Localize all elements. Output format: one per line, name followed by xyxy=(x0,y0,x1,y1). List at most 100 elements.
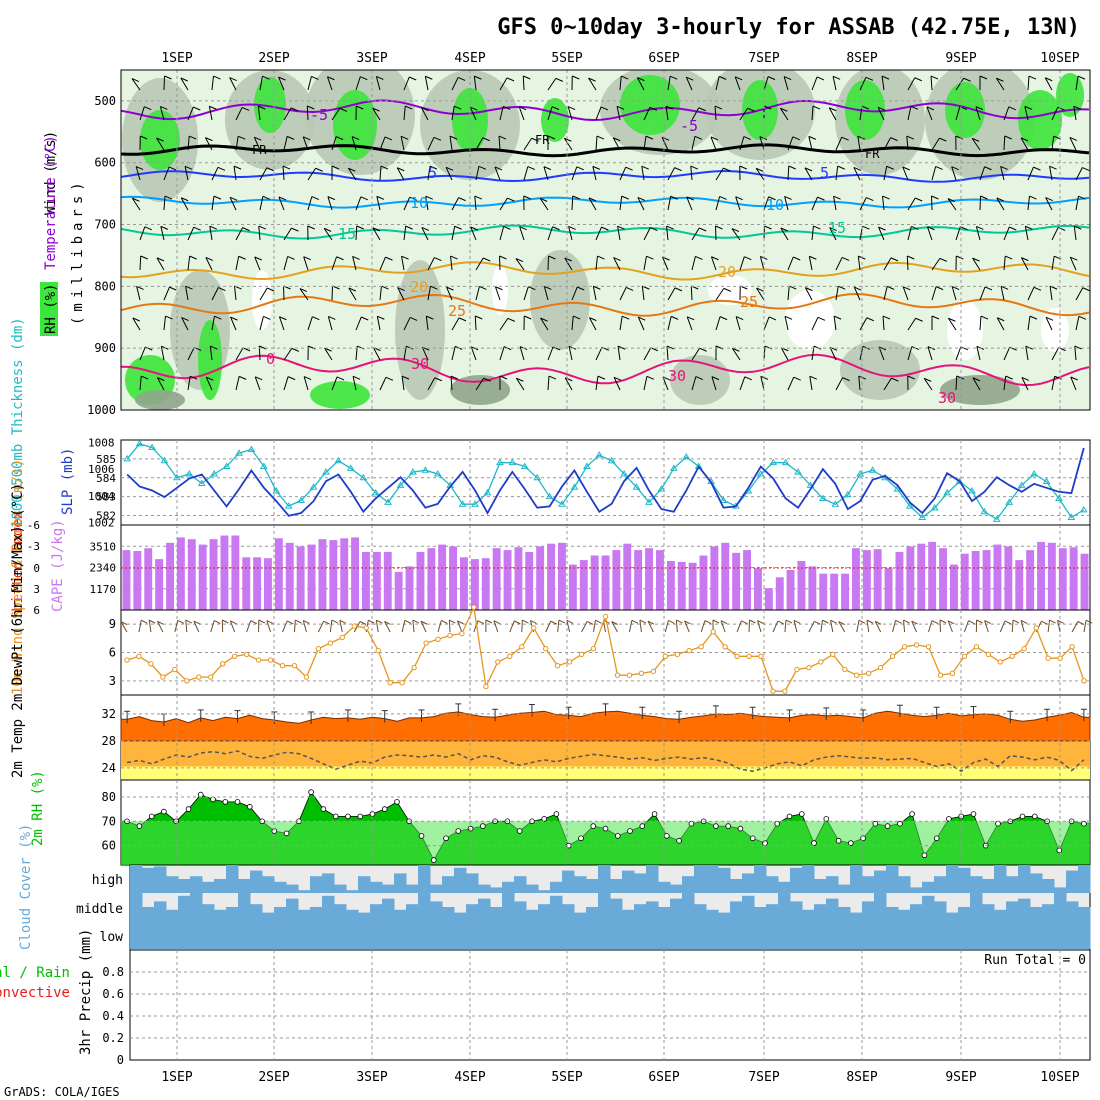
wind-barb-flag xyxy=(997,317,1005,322)
wind-barb xyxy=(811,76,818,91)
wind-barb-flag xyxy=(670,195,678,200)
cloud-cell xyxy=(922,921,935,949)
wind-barb-flag xyxy=(902,166,910,171)
wind-barb-flag xyxy=(903,286,911,291)
wind-barb xyxy=(470,346,477,361)
wind-barb xyxy=(138,620,142,633)
thickness-point xyxy=(980,507,989,515)
wind-barb-flag xyxy=(666,225,674,230)
wind-barb-flag xyxy=(1000,285,1009,290)
y-tick-label: 6 xyxy=(33,604,40,617)
wind-barb xyxy=(581,621,588,633)
wind-speed-point xyxy=(459,630,465,637)
cloud-cell xyxy=(322,921,335,949)
cloud-cell xyxy=(790,901,803,921)
cloud-cell xyxy=(238,921,251,949)
wind-barb xyxy=(156,621,164,633)
wind-barb-flag xyxy=(312,316,320,321)
wind-barb xyxy=(588,317,597,331)
wind10m-barbs xyxy=(120,619,1093,633)
wind-barb-flag xyxy=(841,136,849,141)
wind-barb xyxy=(451,77,459,91)
rh2m-point xyxy=(688,820,695,827)
wind-barb xyxy=(372,107,381,121)
wind-barb-flag xyxy=(1041,620,1048,625)
wind-barb-flag xyxy=(996,77,1004,82)
wind-speed-point xyxy=(1057,655,1063,661)
wind-barb-flag xyxy=(980,195,988,200)
wind-barb-flag xyxy=(857,135,866,140)
y-tick-label: 900 xyxy=(94,341,116,355)
wind-barb xyxy=(685,77,693,91)
wind-barb xyxy=(927,346,933,361)
wind-barb-flag xyxy=(217,166,226,171)
wind-barb xyxy=(835,377,844,391)
wind-barb-flag xyxy=(144,106,152,111)
wind-barb xyxy=(592,286,597,301)
thickness-point xyxy=(297,496,306,503)
wind-barb-flag xyxy=(861,105,870,110)
cloud-cell xyxy=(310,921,323,949)
wind-speed-point xyxy=(1009,653,1015,659)
wind-barb-flag xyxy=(237,135,246,140)
cloud-cell xyxy=(694,865,707,893)
cloud-cell xyxy=(634,873,647,893)
wind-barb-flag xyxy=(515,258,524,262)
wind-barb xyxy=(539,198,549,211)
thickness-point xyxy=(756,470,765,477)
wind-barb-flag xyxy=(588,77,596,82)
wind-barb-flag xyxy=(385,376,394,381)
wind-speed-point xyxy=(255,657,262,663)
wind-barb xyxy=(667,316,672,331)
cloud-cell xyxy=(430,921,443,949)
wind-barb xyxy=(209,226,213,241)
thickness-point xyxy=(868,466,877,473)
wind-barb-flag xyxy=(613,376,622,381)
wind-barb-flag xyxy=(842,377,850,382)
wind-barb-flag xyxy=(361,316,369,321)
wind-barb-flag xyxy=(814,620,821,625)
wind-barb-flag xyxy=(210,345,218,350)
wind-barb xyxy=(211,287,219,301)
rh2m-point xyxy=(884,823,891,829)
wind-barb xyxy=(858,376,861,391)
wind-speed-point xyxy=(351,623,357,629)
wind-barb xyxy=(427,137,435,151)
wind-barb-flag xyxy=(352,375,361,380)
wind-speed-point xyxy=(363,625,369,631)
wind-barb xyxy=(592,166,597,181)
wind-barb-flag xyxy=(331,165,340,170)
cloud-cell xyxy=(442,921,455,949)
thickness-point xyxy=(769,458,778,466)
cloud-cell xyxy=(778,893,791,921)
wind-barb xyxy=(715,76,720,91)
wind-barb xyxy=(327,196,333,211)
wind-barb-flag xyxy=(935,166,943,170)
wind-barb-flag xyxy=(1025,345,1034,350)
wind-barb xyxy=(425,196,429,211)
wind-barb-flag xyxy=(315,167,323,172)
cloud-cell xyxy=(1030,873,1043,893)
wind-barb-flag xyxy=(586,620,594,625)
cloud-cell xyxy=(922,895,935,921)
wind-barb-flag xyxy=(668,619,675,624)
wind-barb-flag xyxy=(429,165,438,170)
wind-barb-flag xyxy=(739,165,747,170)
wind-barb-flag xyxy=(339,107,348,112)
wind-barb-flag xyxy=(812,105,821,110)
wind-barb xyxy=(475,137,484,151)
wind-barb-flag xyxy=(434,257,442,261)
wind-barb xyxy=(567,106,573,121)
wind-barb-flag xyxy=(348,167,356,172)
wind-barb xyxy=(159,106,165,121)
cape-bar xyxy=(568,564,577,610)
wind-barb-flag xyxy=(1021,257,1029,262)
wind10m-panel: 963 10m Wind Speed & Barbs (m/s) xyxy=(10,459,1093,696)
wind-barb xyxy=(808,256,813,271)
wind-barb-flag xyxy=(254,256,262,261)
wind-barb xyxy=(211,196,215,211)
wind-barb xyxy=(979,286,986,301)
wind-barb-flag xyxy=(829,227,837,231)
wind-barb-flag xyxy=(323,620,330,625)
